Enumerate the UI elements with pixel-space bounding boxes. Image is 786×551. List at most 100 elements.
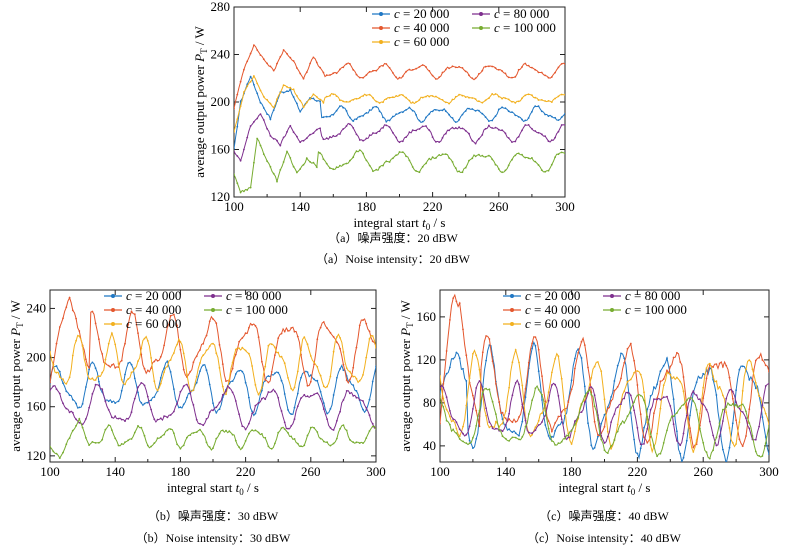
data-point — [511, 394, 514, 397]
data-point — [243, 148, 245, 151]
data-point — [326, 412, 328, 415]
data-point — [332, 113, 335, 116]
data-point — [130, 438, 133, 440]
data-point — [464, 96, 467, 98]
data-point — [120, 378, 123, 381]
data-point — [339, 68, 341, 71]
data-point — [192, 361, 195, 364]
data-point — [279, 144, 282, 147]
data-point — [243, 190, 245, 193]
data-point — [246, 136, 249, 139]
data-point — [518, 434, 520, 437]
data-point — [613, 413, 616, 415]
data-point — [593, 394, 596, 397]
data-point — [283, 362, 286, 365]
data-point — [445, 419, 448, 422]
data-point — [231, 367, 234, 370]
legend-label: c = 80 000 — [625, 288, 680, 303]
data-point — [205, 418, 208, 420]
data-point — [636, 427, 639, 429]
caption-english: （b）Noise intensity：30 dBW — [136, 531, 291, 545]
data-point — [758, 356, 760, 359]
data-point — [221, 429, 224, 432]
data-point — [738, 421, 741, 423]
data-point — [712, 375, 714, 378]
data-point — [362, 139, 364, 142]
data-point — [425, 66, 427, 68]
data-point — [150, 399, 153, 402]
data-point — [514, 349, 517, 351]
data-point — [166, 325, 169, 328]
data-point — [150, 367, 153, 369]
series-group — [50, 296, 376, 460]
x-tick-label: 140 — [290, 199, 310, 214]
data-point — [560, 418, 563, 421]
data-point — [676, 351, 678, 354]
data-point — [517, 68, 520, 71]
data-point — [448, 102, 450, 105]
data-point — [58, 326, 61, 328]
data-point — [133, 377, 136, 380]
data-point — [521, 118, 523, 121]
data-point — [276, 139, 278, 142]
data-point — [249, 186, 252, 189]
data-point — [305, 101, 308, 104]
data-point — [50, 381, 51, 384]
data-point — [481, 351, 484, 354]
data-point — [570, 379, 573, 382]
data-point — [580, 411, 583, 413]
data-point — [315, 96, 318, 98]
data-point — [345, 162, 348, 165]
data-point — [547, 391, 550, 393]
data-point — [182, 352, 185, 355]
data-point — [55, 452, 58, 455]
data-point — [221, 393, 224, 396]
data-point — [603, 449, 606, 452]
data-point — [508, 428, 510, 430]
legend-marker — [379, 40, 383, 44]
data-point — [378, 102, 381, 104]
data-point — [362, 442, 364, 444]
data-point — [722, 366, 724, 368]
data-point — [283, 330, 286, 333]
data-point — [388, 119, 391, 122]
legend-label: c = 40 000 — [126, 302, 181, 317]
data-point — [296, 392, 299, 395]
data-point — [524, 94, 527, 97]
data-point — [547, 76, 550, 79]
data-point — [527, 431, 530, 434]
data-point — [748, 427, 751, 430]
data-point — [371, 425, 374, 428]
data-point — [540, 133, 543, 136]
data-point — [449, 423, 451, 426]
data-point — [401, 94, 404, 96]
data-point — [179, 348, 182, 351]
data-point — [306, 384, 309, 387]
data-point — [329, 115, 331, 118]
data-point — [705, 408, 708, 411]
y-tick-label: 160 — [211, 142, 231, 157]
data-point — [504, 107, 507, 110]
data-point — [117, 417, 120, 420]
data-point — [564, 112, 565, 115]
data-point — [705, 377, 708, 380]
data-point — [421, 96, 424, 99]
data-point — [192, 404, 195, 406]
data-point — [672, 415, 675, 418]
data-point — [478, 409, 481, 412]
data-point — [312, 161, 315, 164]
data-point — [468, 425, 471, 428]
data-point — [474, 155, 477, 158]
data-point — [606, 435, 609, 438]
data-point — [299, 168, 302, 170]
data-point — [676, 440, 678, 442]
data-point — [392, 96, 394, 99]
data-point — [610, 399, 612, 402]
data-point — [501, 171, 503, 174]
data-point — [153, 442, 156, 444]
data-point — [551, 430, 553, 433]
data-point — [218, 432, 221, 435]
data-point — [65, 306, 68, 309]
data-point — [504, 97, 507, 100]
data-point — [270, 447, 273, 450]
